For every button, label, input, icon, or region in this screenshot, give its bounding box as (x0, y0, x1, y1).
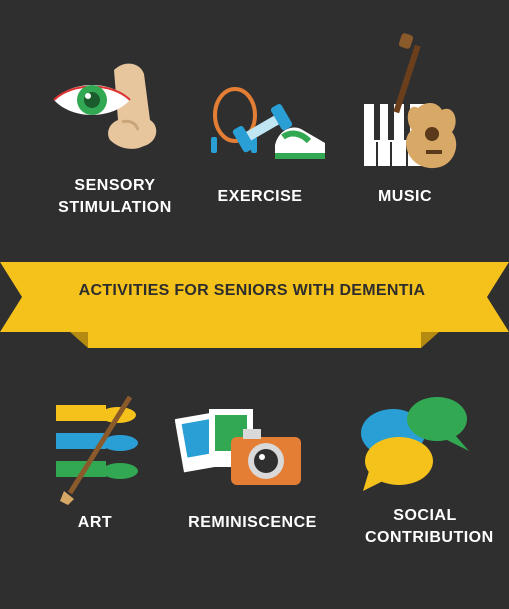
label-sensory-line1: SENSORY (74, 177, 156, 194)
label-social-line1: SOCIAL (393, 507, 457, 524)
paint-tubes-brush-icon (56, 395, 138, 505)
banner-title: ACTIVITIES FOR SENIORS WITH DEMENTIA (78, 282, 426, 299)
photos-camera-icon (175, 409, 301, 485)
banner-ribbon (0, 262, 509, 348)
label-reminiscence: REMINISCENCE (188, 514, 317, 531)
eye-nose-icon (53, 63, 157, 149)
label-sensory-line2: STIMULATION (58, 199, 172, 216)
label-social-contribution: SOCIAL CONTRIBUTION (365, 505, 494, 549)
label-social-line2: CONTRIBUTION (365, 529, 494, 546)
label-art: ART (77, 514, 113, 531)
label-music: MUSIC (377, 188, 433, 205)
piano-guitar-icon (364, 33, 457, 169)
speech-bubbles-icon (361, 397, 469, 491)
label-sensory-stimulation: SENSORY STIMULATION (50, 175, 180, 219)
label-exercise: EXERCISE (217, 188, 303, 205)
jump-rope-dumbbell-sneaker-icon (211, 87, 325, 159)
